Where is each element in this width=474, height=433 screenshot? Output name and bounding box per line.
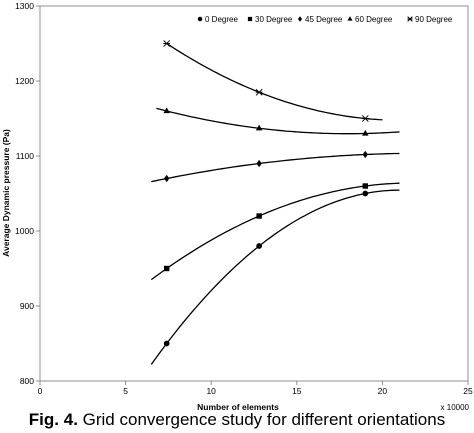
legend-marker — [347, 16, 353, 21]
data-point — [163, 107, 170, 114]
data-point — [163, 40, 171, 47]
x-tick-label: 20 — [378, 386, 388, 396]
caption-text: Grid convergence study for different ori… — [77, 410, 446, 429]
x-axis-label: Number of elements — [197, 402, 279, 412]
legend-marker — [197, 16, 203, 22]
y-tick-label: 1300 — [15, 1, 34, 11]
legend-label: 60 Degree — [355, 15, 393, 24]
legend-label: 90 Degree — [415, 15, 453, 24]
data-point — [255, 88, 263, 96]
legend-label: 45 Degree — [305, 15, 343, 24]
data-point — [362, 190, 369, 197]
data-point — [256, 213, 262, 219]
x-tick-label: 15 — [292, 386, 302, 396]
legend: 0 Degree 30 Degree 45 Degree 60 Degree 90 De… — [197, 15, 453, 24]
y-tick-label: 1200 — [15, 76, 34, 86]
legend-marker — [407, 16, 413, 22]
data-point — [256, 243, 263, 249]
y-tick-label: 1000 — [15, 226, 34, 236]
data-point — [362, 150, 368, 159]
data-point — [163, 174, 170, 183]
figure-caption: Fig. 4. Grid convergence study for diffe… — [0, 410, 474, 430]
data-point — [163, 340, 170, 347]
y-axis-label: Average Dynamic pressure (Pa) — [1, 129, 11, 257]
data-points — [163, 40, 369, 347]
data-point — [362, 183, 368, 189]
data-point — [362, 129, 369, 136]
trend-line — [150, 182, 400, 281]
data-point — [361, 115, 369, 122]
trend-line — [166, 42, 383, 121]
axes: 0 5 10 15 20 25 800 900 1000 1100 1200 1300 — [15, 1, 473, 396]
trend-line — [156, 107, 400, 135]
legend-label: 30 Degree — [255, 15, 293, 24]
y-tick-label: 800 — [20, 376, 34, 386]
legend-marker — [297, 16, 303, 22]
trend-line — [150, 189, 400, 365]
data-point — [255, 124, 263, 131]
x-tick-label: 10 — [206, 386, 216, 396]
trend-line — [151, 152, 400, 183]
data-point — [256, 159, 262, 168]
legend-marker — [247, 16, 253, 22]
x-tick-label: 0 — [38, 386, 43, 396]
y-tick-label: 900 — [20, 301, 34, 311]
caption-prefix: Fig. 4. — [28, 410, 78, 429]
x-tick-label: 25 — [463, 386, 473, 396]
x-multiplier: x 10000 — [441, 403, 470, 412]
x-tick-label: 5 — [123, 386, 128, 396]
plot-border — [39, 5, 469, 382]
y-tick-label: 1100 — [16, 151, 35, 161]
trend-lines — [150, 42, 400, 365]
data-point — [163, 265, 170, 272]
legend-label: 0 Degree — [205, 15, 238, 24]
